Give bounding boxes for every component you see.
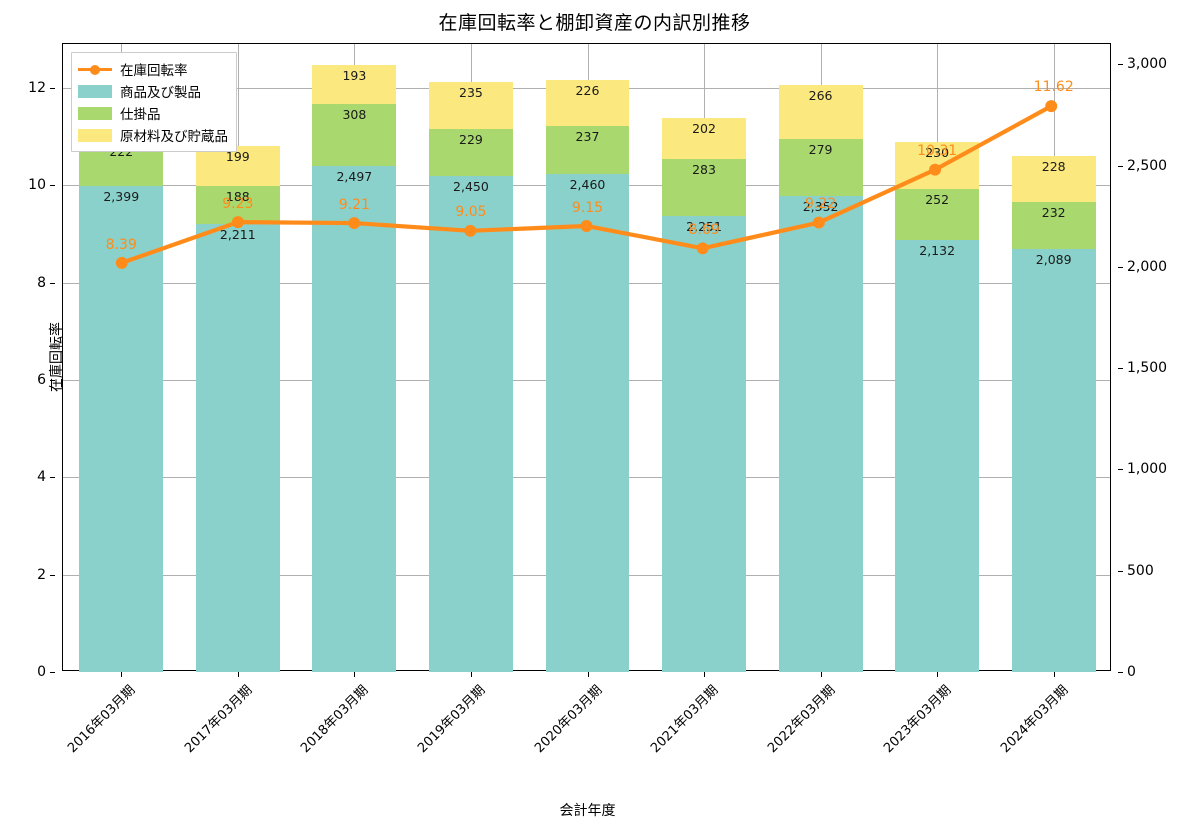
plot-area: 2,3992222,2111881992,4973081932,45022923… xyxy=(28,43,1167,819)
bar-segment[interactable]: 2,352 xyxy=(778,195,863,672)
bar-segment[interactable]: 2,089 xyxy=(1011,248,1096,672)
x-axis-tick-label: 2023年03月期 xyxy=(881,682,955,757)
y-axis-right-tick-label: 2,000 xyxy=(1118,259,1189,275)
y-axis-left-tick-label: 6 xyxy=(0,372,55,388)
y-axis-right-tick-label: 500 xyxy=(1118,563,1189,579)
y-axis-right-tick-label: 1,000 xyxy=(1118,461,1189,477)
x-axis-tick-label: 2020年03月期 xyxy=(531,682,605,757)
line-point-marker[interactable] xyxy=(115,256,128,269)
x-axis-tick-mark xyxy=(820,672,822,677)
x-axis-tick-label: 2019年03月期 xyxy=(415,682,489,757)
legend-item[interactable]: 商品及び製品 xyxy=(78,80,228,102)
x-axis-tick-mark xyxy=(937,672,939,677)
y-axis-left-tick-label: 2 xyxy=(0,567,55,583)
y-axis-right-tick-label: 0 xyxy=(1118,664,1189,680)
legend-color-swatch xyxy=(78,84,112,98)
y-axis-left-title: 在庫回転率 xyxy=(49,322,65,392)
line-path xyxy=(119,104,1054,265)
x-axis-tick-mark xyxy=(1053,672,1055,677)
legend-line-swatch xyxy=(78,63,112,76)
chart-title: 在庫回転率と棚卸資産の内訳別推移 xyxy=(438,12,751,34)
x-axis-tick-mark xyxy=(587,672,589,677)
legend-item[interactable]: 仕掛品 xyxy=(78,102,228,124)
bar-segment[interactable]: 199 xyxy=(195,145,280,186)
x-axis-tick-mark xyxy=(704,672,706,677)
y-axis-right-tick-label: 1,500 xyxy=(1118,360,1189,376)
x-axis-tick-label: 2017年03月期 xyxy=(181,682,256,757)
line-point-marker[interactable] xyxy=(231,216,244,229)
x-axis-tick-mark xyxy=(121,672,123,677)
legend-color-swatch xyxy=(78,128,112,142)
x-axis-tick-mark xyxy=(354,672,356,677)
y-axis-left-tick-label: 4 xyxy=(0,469,55,485)
legend-color-swatch xyxy=(78,106,112,120)
legend-item[interactable]: 在庫回転率 xyxy=(78,58,228,80)
line-series-layer xyxy=(115,100,1058,269)
x-axis-title: 会計年度 xyxy=(559,803,616,819)
line-point-marker[interactable] xyxy=(696,242,709,255)
y-axis-left-tick-label: 0 xyxy=(0,664,55,680)
legend-label: 在庫回転率 xyxy=(120,63,188,79)
line-point-marker[interactable] xyxy=(1045,100,1058,113)
bar-segment[interactable]: 252 xyxy=(895,189,980,241)
line-point-marker[interactable] xyxy=(464,224,477,237)
y-axis-left-tick-label: 12 xyxy=(0,80,55,96)
line-point-marker[interactable] xyxy=(812,216,825,229)
legend-label: 商品及び製品 xyxy=(120,85,201,101)
x-axis-tick-label: 2024年03月期 xyxy=(997,682,1072,757)
legend-label: 仕掛品 xyxy=(120,107,161,123)
line-point-marker[interactable] xyxy=(929,163,942,176)
x-axis-tick-label: 2018年03月期 xyxy=(298,682,372,757)
line-point-marker[interactable] xyxy=(580,219,593,232)
x-axis-tick-label: 2016年03月期 xyxy=(65,682,139,757)
legend-item[interactable]: 原材料及び貯蔵品 xyxy=(78,124,228,146)
bar-segment[interactable]: 2,497 xyxy=(312,166,397,672)
y-axis-right-tick-label: 2,500 xyxy=(1118,158,1189,174)
legend-label: 原材料及び貯蔵品 xyxy=(120,129,228,145)
x-axis-tick-label: 2021年03月期 xyxy=(648,682,722,757)
y-axis-left-tick-label: 8 xyxy=(0,275,55,291)
y-axis-right-tick-label: 3,000 xyxy=(1118,56,1189,72)
line-point-marker[interactable] xyxy=(348,217,361,230)
x-axis-tick-label: 2022年03月期 xyxy=(764,682,839,757)
x-axis-tick-mark xyxy=(237,672,239,677)
chart-figure: 在庫回転率と棚卸資産の内訳別推移 2,3992222,2111881992,49… xyxy=(28,12,1167,819)
x-axis-tick-mark xyxy=(470,672,472,677)
chart-legend: 在庫回転率商品及び製品 仕掛品原材料及び貯蔵品 xyxy=(71,52,237,152)
y-axis-left-tick-label: 10 xyxy=(0,177,55,193)
